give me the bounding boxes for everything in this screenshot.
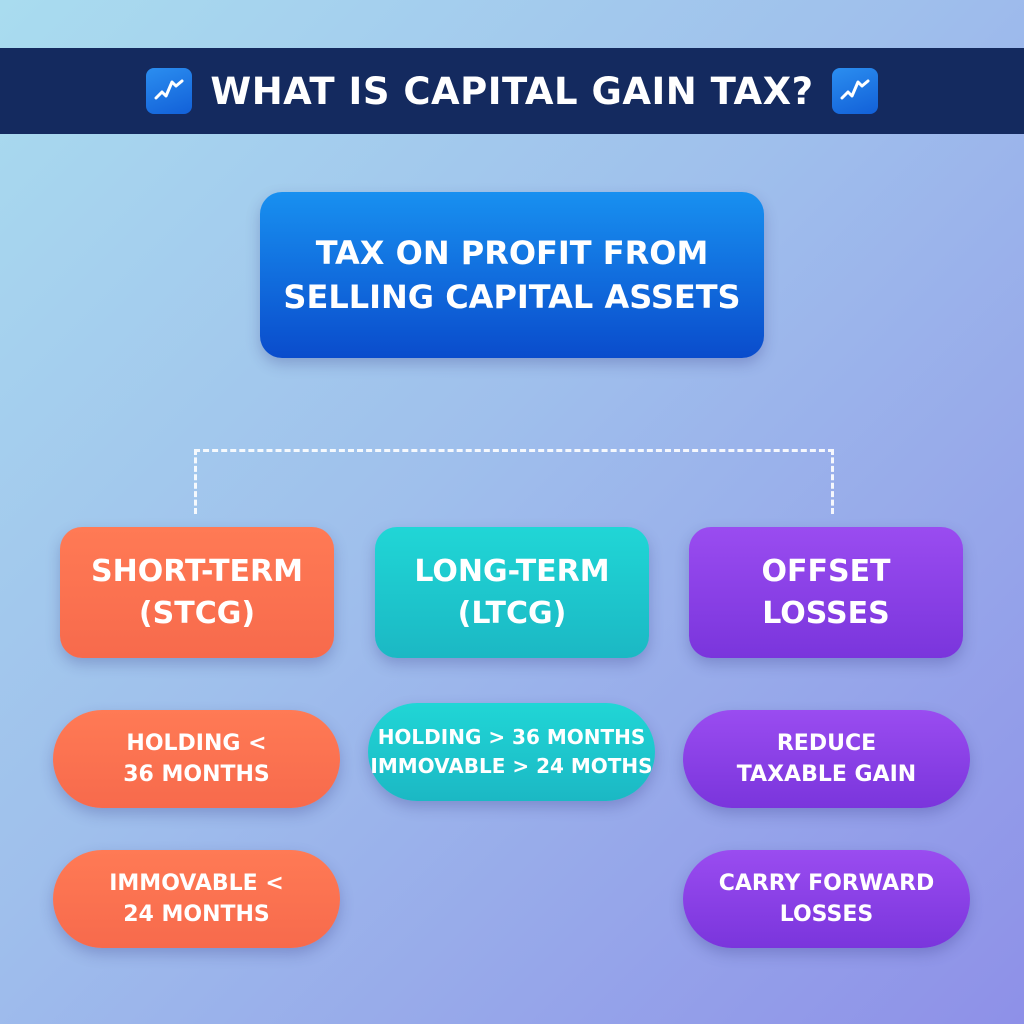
pill-text: HOLDING > 36 MONTHS <box>377 725 646 749</box>
pill-text: IMMOVABLE < <box>109 871 284 896</box>
pill-text: 24 MONTHS <box>123 902 270 927</box>
stcg-holding-pill: HOLDING < 36 MONTHS <box>53 710 340 808</box>
chart-up-icon <box>146 68 193 114</box>
offset-losses-card: OFFSET LOSSES <box>689 527 963 658</box>
connector-line <box>194 449 834 514</box>
carry-forward-pill: CARRY FORWARD LOSSES <box>683 850 970 948</box>
card-subtitle: (LTCG) <box>457 595 567 631</box>
short-term-card: SHORT-TERM (STCG) <box>60 527 334 658</box>
pill-text: LOSSES <box>779 902 874 927</box>
definition-box: TAX ON PROFIT FROM SELLING CAPITAL ASSETS <box>260 192 764 358</box>
pill-text: REDUCE <box>776 731 877 756</box>
card-title: SHORT-TERM <box>91 553 303 589</box>
ltcg-holding-pill: HOLDING > 36 MONTHS IMMOVABLE > 24 MOTHS <box>368 703 655 801</box>
card-title: LONG-TERM <box>414 553 610 589</box>
page-title: WHAT IS CAPITAL GAIN TAX? <box>210 69 814 113</box>
card-title: OFFSET <box>761 553 891 589</box>
stcg-immovable-pill: IMMOVABLE < 24 MONTHS <box>53 850 340 948</box>
card-subtitle: (STCG) <box>138 595 256 631</box>
definition-line: SELLING CAPITAL ASSETS <box>283 278 741 316</box>
reduce-gain-pill: REDUCE TAXABLE GAIN <box>683 710 970 808</box>
pill-text: TAXABLE GAIN <box>736 762 917 787</box>
long-term-card: LONG-TERM (LTCG) <box>375 527 649 658</box>
definition-line: TAX ON PROFIT FROM <box>315 234 709 272</box>
pill-text: IMMOVABLE > 24 MOTHS <box>370 754 653 778</box>
title-banner: WHAT IS CAPITAL GAIN TAX? <box>0 48 1024 134</box>
pill-text: CARRY FORWARD <box>718 871 935 896</box>
pill-text: HOLDING < <box>126 731 267 756</box>
chart-up-icon <box>831 68 878 114</box>
pill-text: 36 MONTHS <box>123 762 270 787</box>
card-subtitle: LOSSES <box>762 595 890 631</box>
